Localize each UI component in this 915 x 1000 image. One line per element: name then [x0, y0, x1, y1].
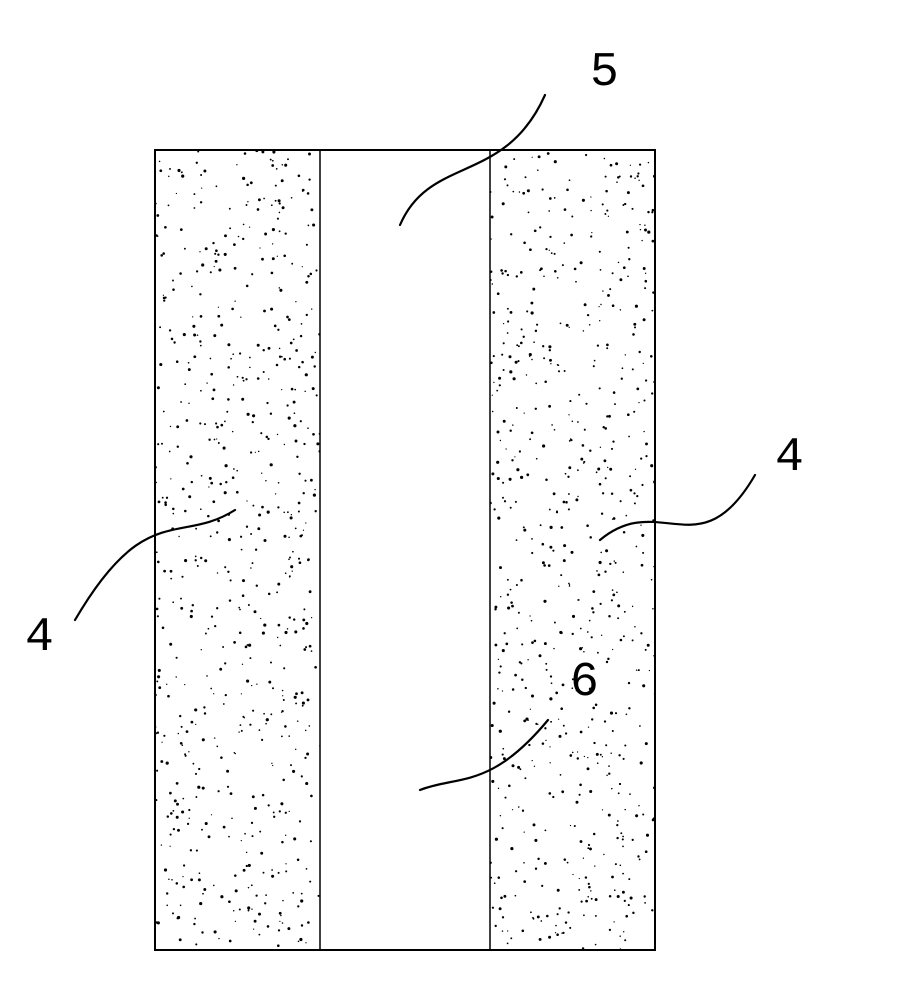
speckle-right — [489, 149, 656, 950]
label-4-left: 4 — [25, 611, 56, 665]
label-4-right: 4 — [775, 431, 806, 485]
label-4-right-leader — [600, 475, 755, 540]
center-blank — [320, 150, 490, 950]
speckle-left — [154, 149, 321, 947]
label-5: 5 — [590, 46, 621, 100]
diagram-canvas: 5 4 4 6 — [0, 0, 915, 1000]
regions-layer — [320, 150, 490, 950]
label-6: 6 — [570, 656, 601, 710]
